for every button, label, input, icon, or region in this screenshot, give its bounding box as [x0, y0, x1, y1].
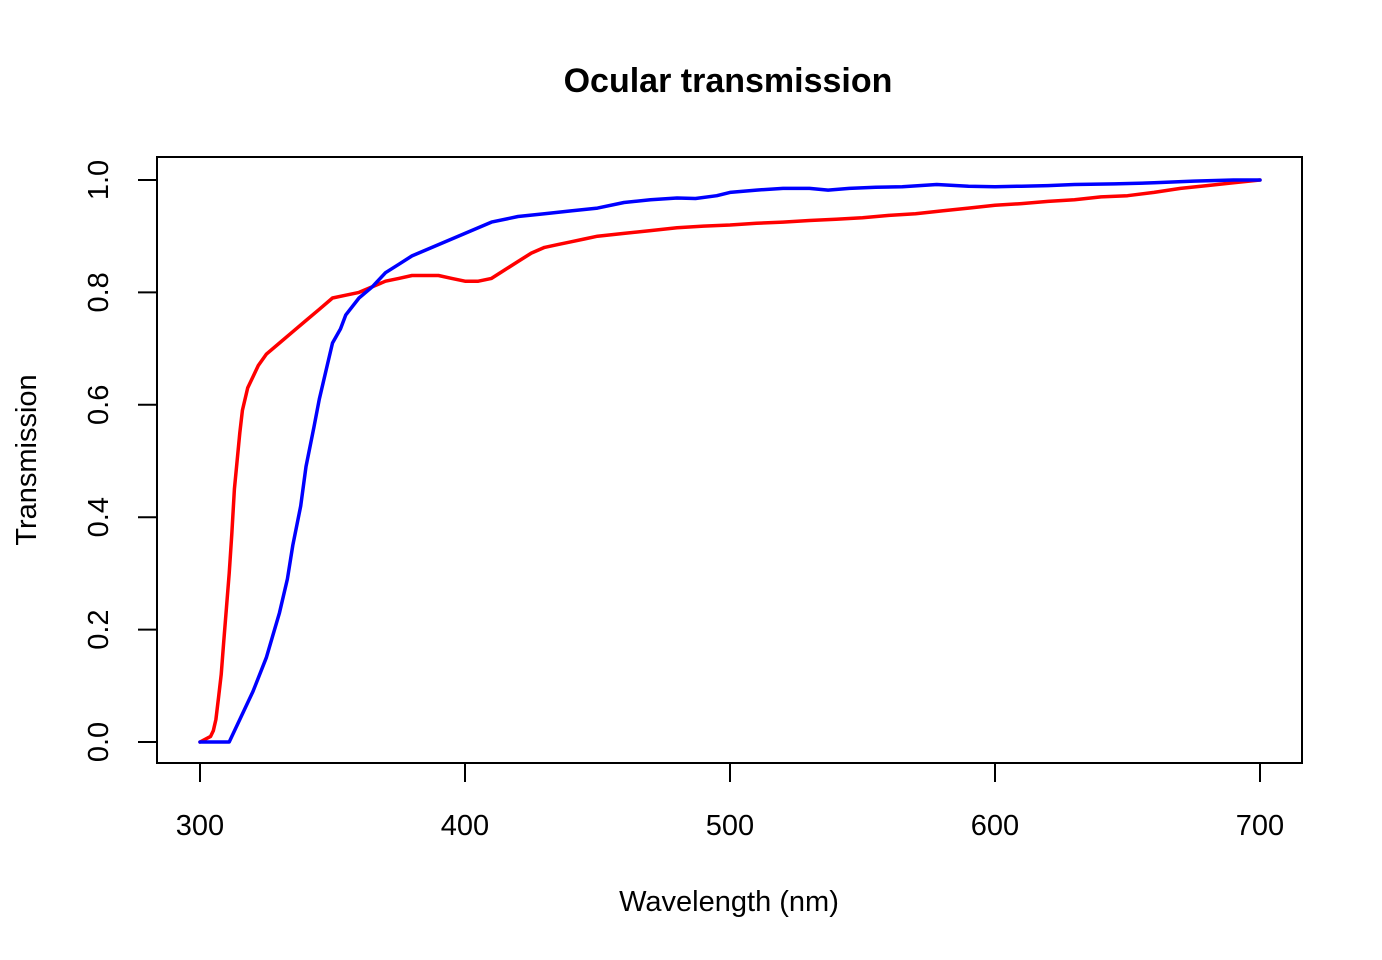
chart-title: Ocular transmission — [564, 62, 893, 100]
series-line-1 — [198, 178, 1262, 744]
y-axis: 0.0 0.2 0.4 0.6 0.8 1.0 — [83, 160, 158, 762]
x-tick-label: 700 — [1236, 810, 1284, 842]
series-line-2 — [198, 178, 1262, 744]
x-tick-label: 400 — [441, 810, 489, 842]
y-tick-label: 0.0 — [83, 722, 115, 762]
y-tick-label: 0.2 — [83, 609, 115, 649]
y-tick-label: 1.0 — [83, 160, 115, 200]
x-tick-label: 500 — [706, 810, 754, 842]
x-tick-label: 600 — [971, 810, 1019, 842]
y-tick-label: 0.8 — [83, 272, 115, 312]
y-tick-label: 0.4 — [83, 497, 115, 537]
x-tick-label: 300 — [176, 810, 224, 842]
x-axis: 300 400 500 600 700 — [176, 762, 1284, 842]
y-tick-label: 0.6 — [83, 385, 115, 425]
plot-frame — [156, 156, 1303, 764]
y-axis-label: Transmission — [11, 374, 43, 545]
x-axis-label: Wavelength (nm) — [619, 886, 839, 918]
series-group — [198, 178, 1262, 744]
